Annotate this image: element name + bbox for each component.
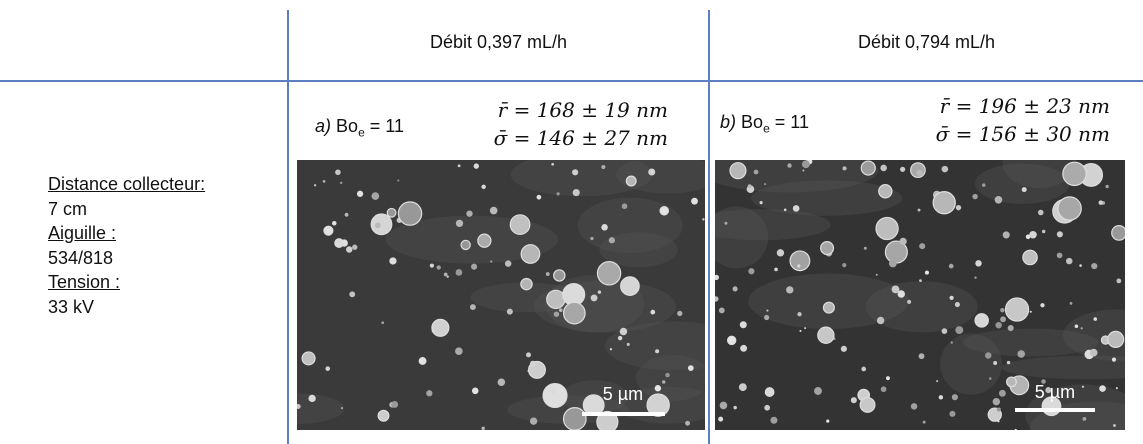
sem-image: 5 µm (715, 160, 1125, 430)
bo-value: = 11 (369, 116, 404, 136)
mean-radius: r̄ = 168 ± 19 nm (497, 98, 668, 122)
bo-symbol: Bo (336, 116, 359, 136)
scale-bar-label: 5 µm (1035, 382, 1075, 402)
formula: r̄ = 196 ± 23 nm σ̄ = 156 ± 30 nm (936, 92, 1110, 148)
std-dev: σ̄ = 156 ± 30 nm (935, 122, 1110, 146)
formula: r̄ = 168 ± 19 nm σ̄ = 146 ± 27 nm (494, 96, 668, 152)
panel-letter: b) (720, 112, 737, 132)
mean-radius: r̄ = 196 ± 23 nm (939, 94, 1110, 118)
condition-label: Aiguille : (48, 223, 117, 243)
column-divider (287, 10, 289, 444)
panel-label: b) Boe = 11 (720, 112, 809, 136)
panel-letter: a) (315, 116, 332, 136)
condition-value: 7 cm (48, 198, 88, 219)
bo-value: = 11 (774, 112, 809, 132)
bo-subscript: e (358, 125, 365, 140)
condition-label: Tension : (48, 272, 121, 292)
sem-image: 5 µm (297, 160, 705, 430)
panel-label: a) Boe = 11 (315, 116, 404, 140)
column-header: Débit 0,794 mL/h (857, 32, 996, 52)
column-header: Débit 0,397 mL/h (429, 32, 568, 52)
header-divider (0, 80, 1143, 82)
conditions: Distance collecteur: 7 cm Aiguille : 534… (48, 172, 205, 319)
condition-value: 534/818 (48, 247, 114, 268)
scale-bar-label: 5 µm (603, 384, 643, 404)
std-dev: σ̄ = 146 ± 27 nm (493, 126, 668, 150)
condition-value: 33 kV (48, 296, 95, 317)
condition-label: Distance collecteur: (48, 174, 206, 194)
bo-subscript: e (763, 121, 770, 136)
column-divider (708, 10, 710, 444)
bo-symbol: Bo (741, 112, 764, 132)
